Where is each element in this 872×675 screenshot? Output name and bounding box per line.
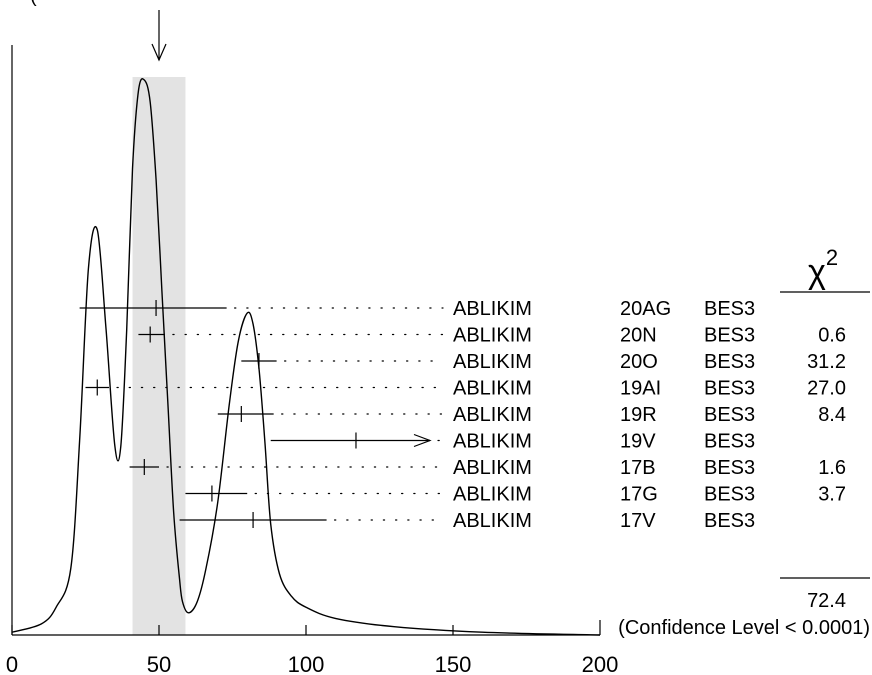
author-label: ABLIKIM [453,351,532,373]
confidence-level: (Confidence Level < 0.0001) [618,617,870,639]
author-label: ABLIKIM [453,404,532,426]
chi2-value: 27.0 [807,378,846,400]
ideogram-curve [11,78,601,636]
experiment-label: BES3 [704,325,755,347]
experiment-label: BES3 [704,457,755,479]
ideogram-curve-layer [11,78,601,636]
author-label: ABLIKIM [453,325,532,347]
experiment-label: BES3 [704,378,755,400]
measurements-layer [79,300,444,528]
average-arrow-head [151,43,167,62]
chi2-value: 0.6 [818,325,846,347]
x-tick-label: 200 [582,652,619,675]
author-label: ABLIKIM [453,510,532,532]
author-label: ABLIKIM [453,431,532,453]
reference-label: 19AI [620,378,661,400]
x-tick-label: 100 [288,652,325,675]
chi2-value: 3.7 [818,484,846,506]
reference-label: 19V [620,431,656,453]
author-label: ABLIKIM [453,457,532,479]
x-axis: 0 50 100 150 200 [6,45,618,675]
top-note: ( [30,0,37,7]
reference-label: 17B [620,457,656,479]
x-tick-label: 0 [6,652,18,675]
reference-label: 19R [620,404,657,426]
experiment-label: BES3 [704,404,755,426]
author-label: ABLIKIM [453,484,532,506]
experiment-label: BES3 [704,484,755,506]
chi2-total: 72.4 [807,590,846,612]
author-label: ABLIKIM [453,378,532,400]
lower-limit-arrow [413,433,432,448]
reference-label: 17V [620,510,656,532]
x-tick-label: 50 [147,652,171,675]
reference-label: 17G [620,484,658,506]
chi2-value: 8.4 [818,404,846,426]
measurement-table: ABLIKIM 20AG BES3 ABLIKIM 20N BES3 0.6 ABLIKIM 2… [453,298,846,532]
experiment-label: BES3 [704,510,755,532]
chi2-value: 1.6 [818,457,846,479]
chi2-header: χ2 [808,245,838,291]
experiment-label: BES3 [704,298,755,320]
x-tick-label: 150 [435,652,472,675]
average-arrow-layer [151,10,167,62]
reference-label: 20AG [620,298,671,320]
author-label: ABLIKIM [453,298,532,320]
chi2-value: 31.2 [807,351,846,373]
reference-label: 20N [620,325,657,347]
reference-label: 20O [620,351,658,373]
experiment-label: BES3 [704,431,755,453]
experiment-label: BES3 [704,351,755,373]
